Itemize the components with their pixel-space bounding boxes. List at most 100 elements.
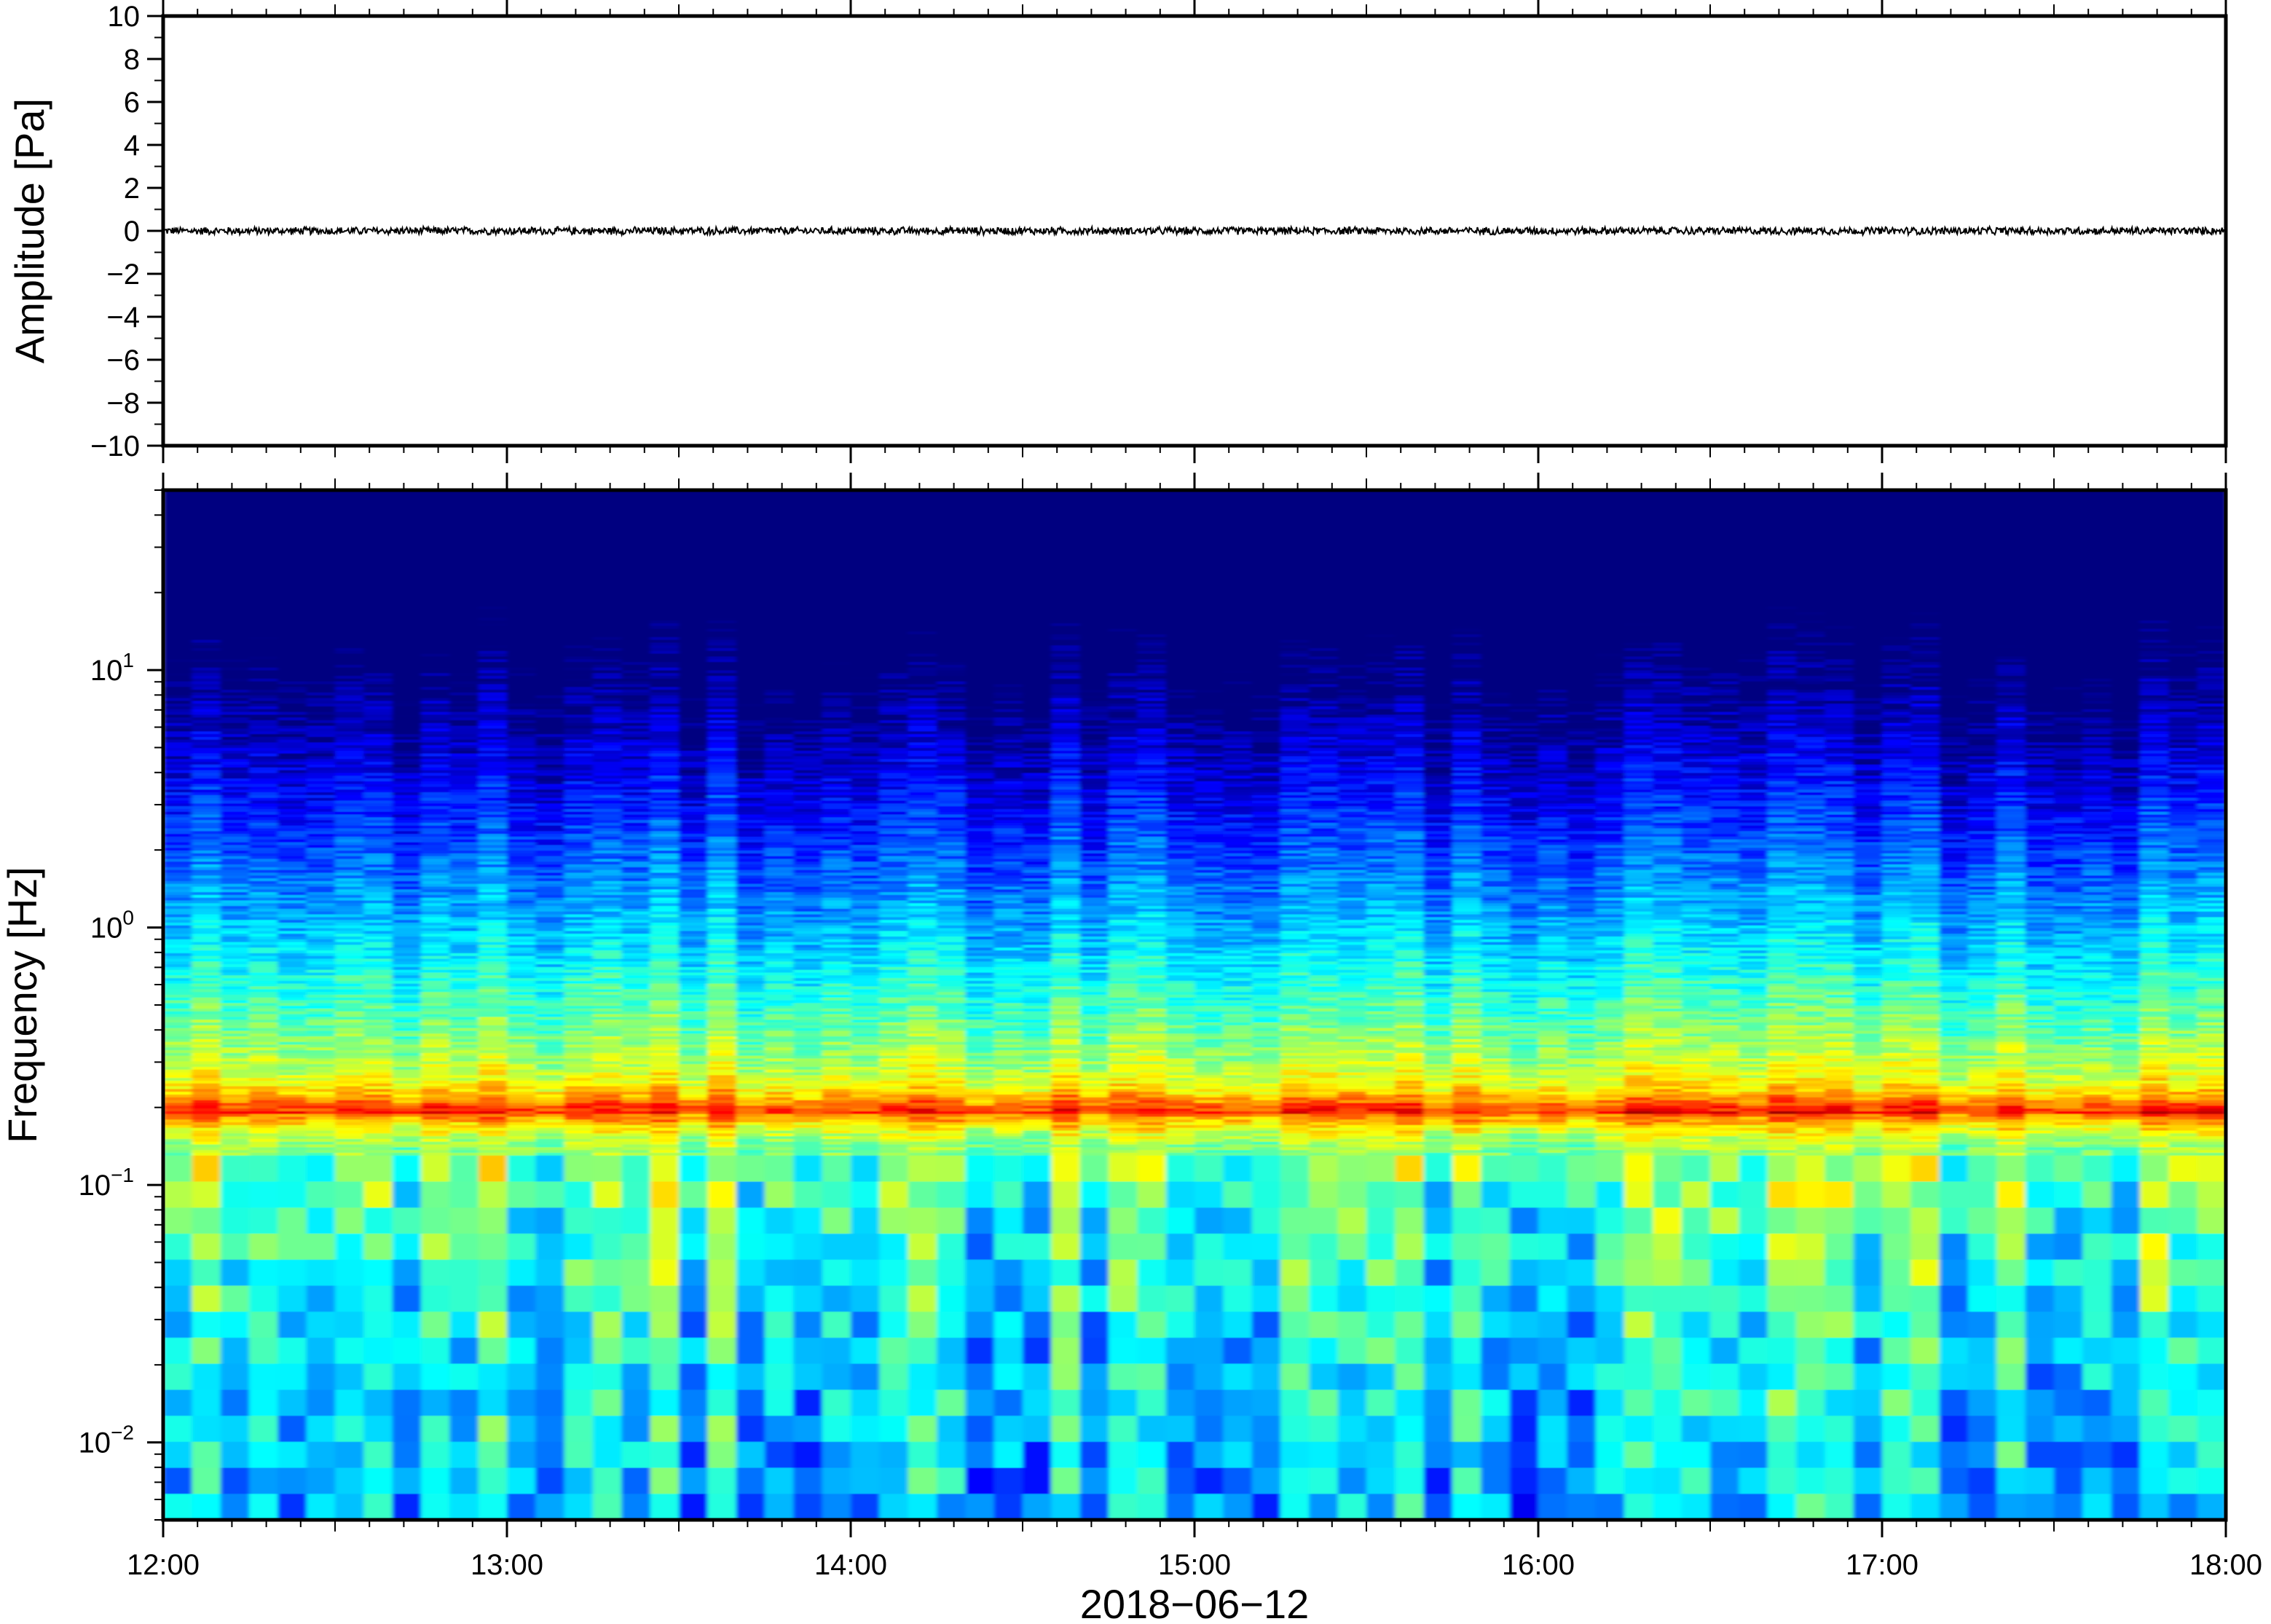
spectrogram-cell [163,872,193,877]
spectrogram-cell [278,604,307,607]
spectrogram-cell [507,595,537,599]
spectrogram-cell [564,800,594,805]
spectrogram-cell [621,878,651,882]
spectrogram-cell [621,825,651,829]
spectrogram-cell [421,1144,451,1148]
spectrogram-cell [478,687,508,690]
spectrogram-cell [478,1127,508,1132]
spectrogram-cell [535,756,565,760]
spectrogram-cell [650,653,680,658]
spectrogram-cell [335,534,365,538]
spectrogram-cell [192,1116,221,1121]
spectrogram-cell [392,712,422,716]
spectrogram-cell [593,834,623,837]
spectrogram-cell [392,1259,422,1287]
spectrogram-cell [163,925,193,929]
spectrogram-cell [335,828,365,832]
spectrogram-cell [363,1136,393,1140]
spectrogram-cell [650,495,680,500]
spectrogram-cell [392,626,422,630]
spectrogram-cell [507,1083,537,1087]
spectrogram-cell [335,942,365,946]
spectrogram-cell [192,1285,221,1313]
spectrogram-cell [335,870,365,874]
spectrogram-cell [392,664,422,669]
spectrogram-cell [650,781,680,785]
spectrogram-cell [478,986,508,990]
spectrogram-cell [335,880,365,885]
spectrogram-cell [335,842,365,846]
spectrogram-cell [679,937,709,940]
spectrogram-cell [449,581,479,586]
spectrogram-cell [650,725,680,730]
spectrogram-cell [593,1003,623,1007]
spectrogram-cell [621,908,651,912]
spectrogram-cell [335,1147,365,1151]
spectrogram-cell [278,883,307,888]
spectrogram-cell [249,636,279,641]
spectrogram-cell [564,808,594,813]
spectrogram-cell [335,601,365,604]
spectrogram-cell [335,822,365,827]
spectrogram-cell [278,509,307,513]
spectrogram-cell [192,908,221,912]
spectrogram-cell [163,523,193,527]
spectrogram-cell [564,706,594,710]
spectrogram-cell [392,684,422,688]
spectrogram-cell [306,1078,336,1081]
spectrogram-cell [478,903,508,907]
spectrogram-cell [306,955,336,960]
spectrogram-cell [392,806,422,810]
spectrogram-cell [192,756,221,760]
spectrogram-cell [593,714,623,719]
spectrogram-cell [478,584,508,588]
spectrogram-cell [192,1058,221,1063]
spectrogram-cell [564,787,594,791]
spectrogram-cell [679,659,709,663]
spectrogram-cell [679,781,709,785]
spectrogram-cell [564,734,594,738]
spectrogram-cell [249,504,279,508]
spectrogram-cell [306,864,336,868]
spectrogram-cell [478,779,508,782]
spectrogram-cell [249,639,279,644]
spectrogram-cell [679,980,709,985]
spectrogram-cell [421,762,451,765]
spectrogram-cell [278,1285,307,1313]
spectrogram-cell [478,692,508,696]
spectrogram-cell [163,584,193,588]
spectrogram-cell [421,992,451,996]
spectrogram-cell [593,1086,623,1090]
spectrogram-cell [593,894,623,899]
spectrogram-cell [564,598,594,602]
spectrogram-cell [392,1127,422,1132]
spectrogram-cell [535,1150,565,1154]
spectrogram-cell [163,795,193,799]
spectrogram-cell [363,722,393,727]
spectrogram-cell [650,839,680,843]
spectrogram-cell [507,543,537,546]
spectrogram-cell [249,618,279,621]
spectrogram-cell [449,551,479,555]
spectrogram-cell [163,770,193,774]
spectrogram-cell [621,964,651,968]
spectrogram-cell [507,903,537,907]
spectrogram-cell [449,706,479,710]
spectrogram-cell [564,1044,594,1049]
spectrogram-cell [392,1067,422,1071]
spectrogram-cell [507,703,537,707]
spectrogram-cell [621,1234,651,1261]
spectrogram-cell [220,587,250,591]
spectrogram-cell [363,692,393,696]
spectrogram-cell [564,1025,594,1029]
spectrogram-cell [650,894,680,899]
spectrogram-cell [163,628,193,633]
spectrogram-cell [421,1089,451,1093]
spectrogram-cell [507,1285,537,1313]
spectrogram-cell [249,845,279,849]
spectrogram-cell [679,720,709,724]
spectrogram-cell [249,628,279,633]
spectrogram-cell [163,773,193,777]
spectrogram-cell [535,934,565,937]
spectrogram-cell [306,714,336,719]
